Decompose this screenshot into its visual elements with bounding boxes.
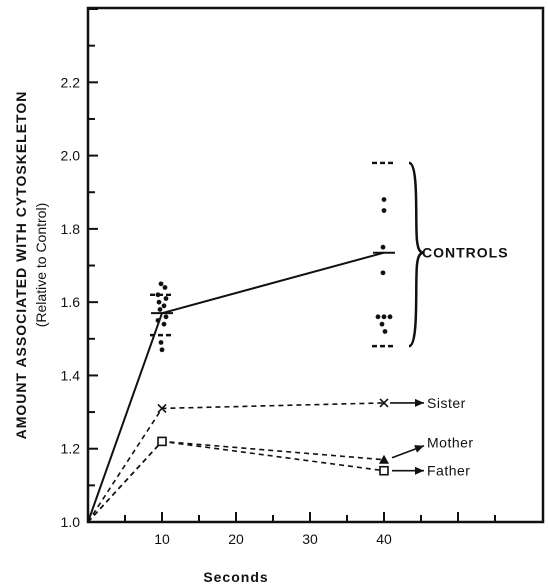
marker-mother	[379, 454, 389, 464]
control-point	[380, 244, 386, 250]
x-axis-title: Seconds	[203, 569, 268, 585]
y-tick-label: 1.6	[61, 294, 81, 310]
plot-frame	[86, 6, 545, 524]
control-point	[382, 329, 388, 334]
control-point	[161, 303, 167, 309]
series-markers	[151, 251, 395, 476]
control-point	[387, 314, 393, 320]
control-point	[162, 285, 168, 290]
x-tick-label: 30	[302, 531, 318, 547]
label-arrows	[390, 398, 425, 475]
y-tick-label: 2.0	[61, 148, 81, 164]
marker-sister	[379, 398, 389, 408]
control-point	[155, 318, 161, 323]
father-label: Father	[427, 463, 470, 479]
control-point	[161, 321, 167, 327]
control-point	[379, 321, 385, 327]
y-tick-label: 1.0	[61, 514, 81, 530]
controls-label: CONTROLS	[422, 245, 509, 261]
y-tick-label: 1.8	[61, 221, 81, 237]
x-tick-label: 40	[376, 531, 392, 547]
control-point	[381, 197, 387, 202]
marker-father	[157, 436, 167, 447]
control-point	[159, 347, 165, 353]
control-point	[163, 296, 169, 301]
control-point	[163, 314, 169, 320]
mother-arrow-head	[414, 445, 424, 453]
control-point	[380, 270, 386, 276]
y-tick-label: 1.2	[61, 441, 81, 457]
control-point	[158, 281, 164, 287]
sister-arrow-head	[415, 398, 424, 407]
y-tick-label: 1.4	[61, 367, 81, 383]
controls-scatter	[150, 161, 396, 353]
y-axis-title: AMOUNT ASSOCIATED WITH CYTOSKELETON	[13, 91, 29, 440]
control-point	[158, 340, 164, 345]
y-axis-ticks: 1.0 1.2 1.4 1.6 1.8 2.0 2.2	[61, 8, 98, 530]
x-tick-label: 20	[228, 531, 244, 547]
marker-father	[379, 465, 389, 476]
control-point	[156, 299, 162, 305]
marker-sister	[157, 403, 167, 413]
control-point	[375, 314, 381, 320]
y-axis-subtitle: (Relative to Control)	[33, 203, 49, 328]
x-tick-label: 10	[154, 531, 170, 547]
control-point	[157, 307, 163, 312]
series-lines	[87, 251, 385, 523]
series-line-sister	[87, 402, 385, 523]
series-line-controls	[87, 251, 385, 523]
y-tick-label: 2.2	[61, 74, 81, 90]
controls-brace	[408, 161, 425, 348]
control-point	[381, 208, 387, 213]
x-axis-ticks: 10 20 30 40	[124, 512, 496, 547]
sister-label: Sister	[427, 395, 466, 411]
mother-label: Mother	[427, 435, 474, 451]
father-arrow-head	[415, 466, 424, 475]
control-point	[381, 314, 387, 320]
